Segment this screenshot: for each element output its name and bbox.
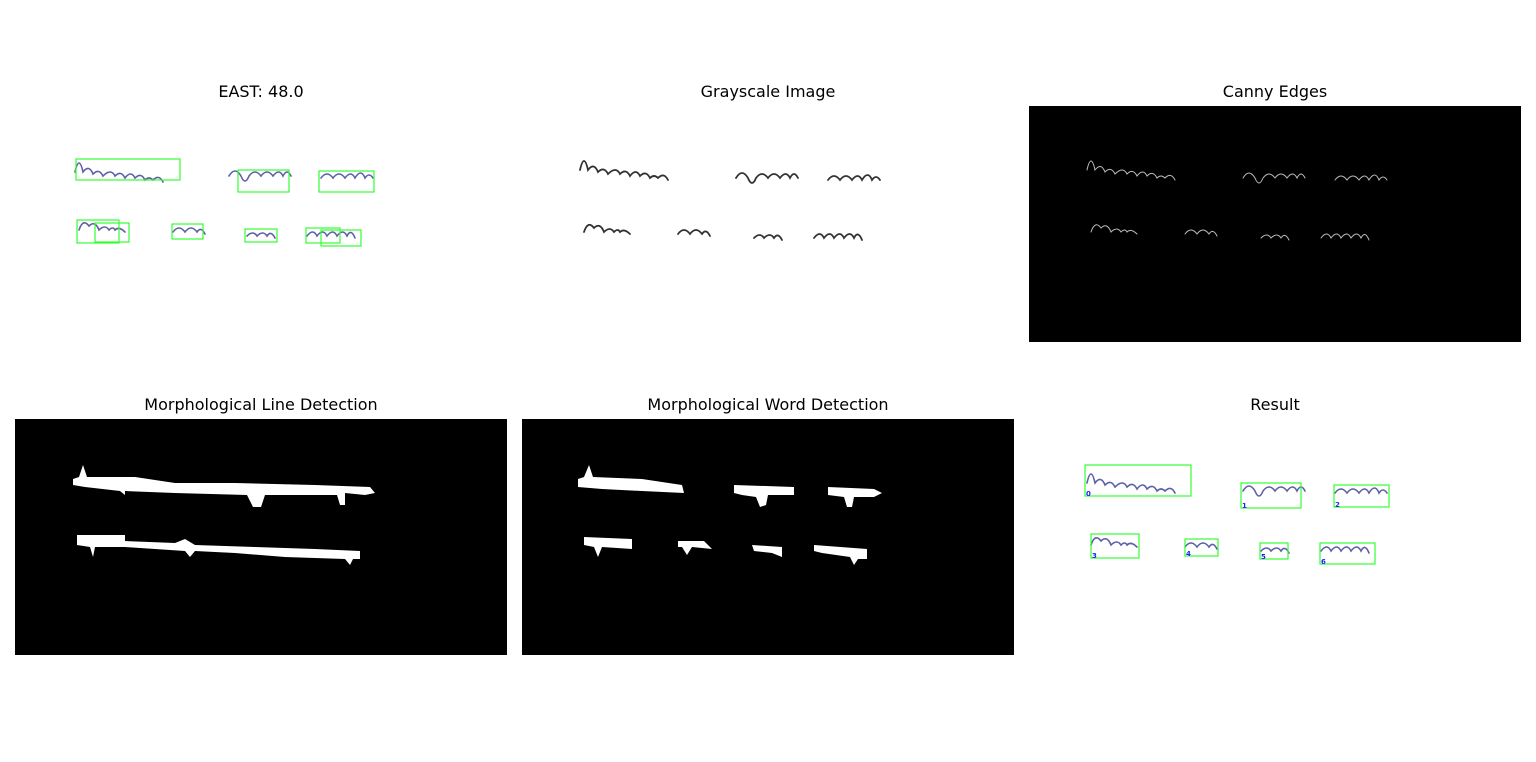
panel-title-word-detection: Morphological Word Detection: [647, 395, 889, 414]
result-label-3: 3: [1092, 552, 1097, 560]
result-panel: 0 1 2 3 4 5 6: [1029, 419, 1521, 655]
result-label-2: 2: [1335, 501, 1340, 509]
result-label-1: 1: [1242, 502, 1247, 510]
result-label-6: 6: [1321, 558, 1326, 566]
grayscale-image-panel: [522, 106, 1014, 342]
result-label-0: 0: [1086, 490, 1091, 498]
canny-edges-panel: [1029, 106, 1521, 342]
word-detection-panel: [522, 419, 1014, 655]
panel-title-east: EAST: 48.0: [218, 82, 304, 101]
result-label-5: 5: [1261, 553, 1266, 561]
panel-title-canny: Canny Edges: [1222, 82, 1328, 101]
line-detection-panel: [15, 419, 507, 655]
panel-title-grayscale: Grayscale Image: [700, 82, 836, 101]
panel-title-result: Result: [1250, 395, 1300, 414]
edge-strokes: [1086, 160, 1388, 241]
east-detection-boxes: [75, 158, 375, 247]
line-mask-blobs: [73, 465, 375, 565]
handwriting-ink: [74, 162, 374, 239]
result-boxes: [1084, 464, 1390, 565]
handwriting-ink: [579, 160, 881, 241]
panel-title-line-detection: Morphological Line Detection: [144, 395, 378, 414]
result-box-labels: 0 1 2 3 4 5 6: [1086, 490, 1340, 566]
east-image-panel: [15, 106, 507, 342]
result-label-4: 4: [1186, 550, 1191, 558]
handwriting-ink: [1086, 473, 1388, 554]
word-mask-blobs: [578, 465, 882, 565]
